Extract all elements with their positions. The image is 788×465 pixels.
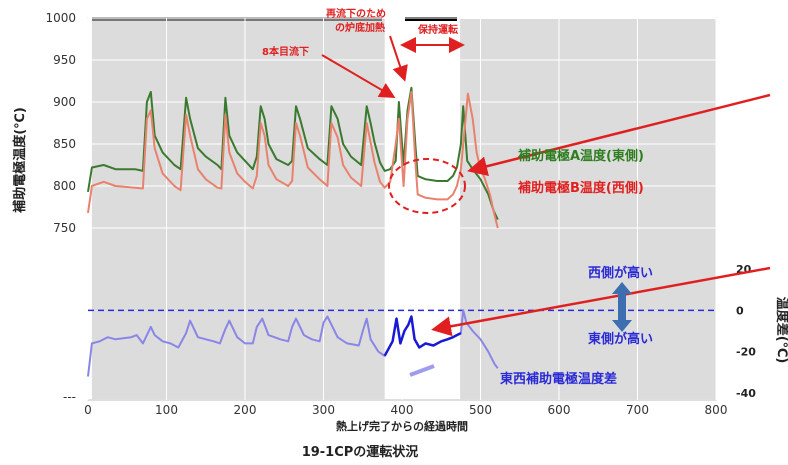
shaded-regions — [91, 19, 716, 399]
x-tick-label-6: 600 — [548, 403, 571, 417]
series-line-2-highlight — [383, 315, 462, 357]
x-axis-label: 熱上げ完了からの経過時間 — [336, 419, 468, 433]
arrow-reheat — [389, 35, 408, 82]
top-bar-hold — [405, 17, 457, 21]
top-bar-left — [92, 17, 382, 21]
y-right-tick-label-3: -40 — [736, 387, 756, 400]
series-lines — [87, 86, 499, 377]
x-tick-label-3: 300 — [312, 403, 335, 417]
label-east-higher: 東側が高い — [588, 331, 653, 347]
legend-label-b: 補助電極B温度(西側) — [517, 180, 644, 196]
legend-label-a: 補助電極A温度(東側) — [517, 148, 644, 164]
y-left-tick-label-3: 850 — [53, 137, 76, 151]
chart-title: 19-1CPの運転状況 — [302, 444, 419, 460]
arrow-external-bottom — [431, 266, 771, 337]
x-tick-label-1: 100 — [155, 403, 178, 417]
shaded-region-0 — [91, 19, 385, 399]
y-left-tick-label-0: 1000 — [45, 11, 76, 25]
x-tick-label-2: 200 — [234, 403, 257, 417]
x-tick-label-5: 500 — [469, 403, 492, 417]
y-left-tick-label-6: --- — [63, 390, 76, 404]
shaded-region-1 — [460, 19, 716, 399]
annotation-holding: 保持運転 — [417, 23, 458, 36]
arrow-8th-pour — [321, 54, 396, 99]
dashed-circle-highlight — [388, 158, 466, 214]
annotation-8th-pour: 8本目流下 — [262, 45, 309, 58]
y-right-tick-label-1: 0 — [736, 304, 744, 317]
up-down-arrow — [612, 282, 632, 332]
x-tick-label-8: 800 — [705, 403, 728, 417]
grid — [87, 17, 717, 400]
y-right-tick-label-2: -20 — [736, 346, 756, 359]
label-temp-diff: 東西補助電極温度差 — [500, 371, 617, 387]
x-tick-label-0: 0 — [84, 403, 92, 417]
y-right-axis-ticks: 200-20-40 — [736, 263, 756, 400]
y-left-tick-label-5: 750 — [53, 221, 76, 235]
y-left-axis-label: 補助電極温度(℃) — [12, 107, 28, 214]
x-tick-label-7: 700 — [626, 403, 649, 417]
arrow-external-top — [467, 93, 771, 177]
series-line-1 — [87, 90, 499, 229]
y-right-axis-label: 温度差(℃) — [774, 297, 788, 364]
x-axis-ticks: 0 100 200 300 400 500 600 700 800 — [84, 403, 727, 417]
small-arrow-diff — [409, 364, 435, 377]
annotation-reheat-line1: 再流下のため — [326, 7, 386, 20]
series-line-0 — [87, 86, 499, 221]
y-left-tick-label-4: 800 — [53, 179, 76, 193]
annotation-reheat-line2: の炉底加熱 — [335, 21, 385, 34]
y-left-axis-ticks: 1000 950 900 850 800 750 --- — [45, 11, 76, 404]
label-west-higher: 西側が高い — [588, 265, 653, 281]
x-tick-label-4: 400 — [391, 403, 414, 417]
y-left-tick-label-2: 900 — [53, 95, 76, 109]
y-left-tick-label-1: 950 — [53, 53, 76, 67]
